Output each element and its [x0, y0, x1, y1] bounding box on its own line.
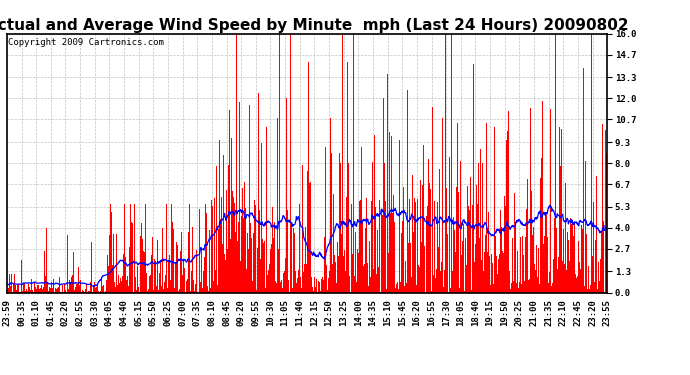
Text: Copyright 2009 Cartronics.com: Copyright 2009 Cartronics.com [8, 38, 164, 46]
Title: Actual and Average Wind Speed by Minute  mph (Last 24 Hours) 20090802: Actual and Average Wind Speed by Minute … [0, 18, 629, 33]
